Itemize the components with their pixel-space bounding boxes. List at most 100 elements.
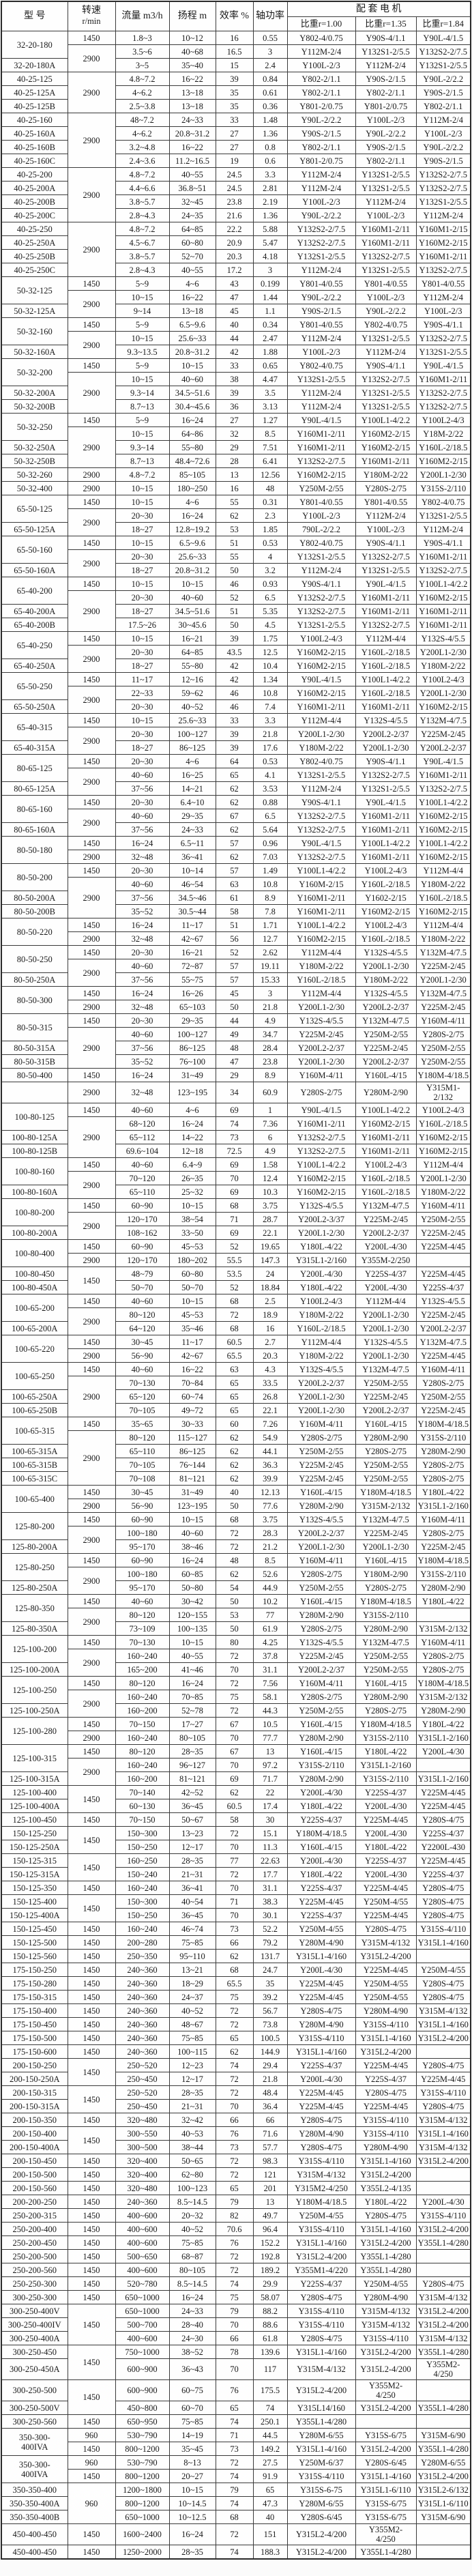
cell: 30~45.6 [168,618,216,632]
cell: Y160M1-2/11 [286,699,356,714]
cell: 31.1 [252,1881,288,1895]
cell: Y315L1-4/160 [415,2126,471,2141]
cell: 2900 [67,590,116,632]
cell: 400~600 [115,2222,170,2236]
cell: 1450 [67,672,116,686]
cell: 200-150-250A [1,2072,68,2086]
cell: 175-150-600 [1,2044,68,2059]
cell: 30.1 [252,1908,288,1922]
table-row: 125-100-250 1450 80~120 16~24 72 7.56 Y160M-4/… [1,1676,471,1704]
cell: 10~15 [115,577,170,591]
cell: 123~195 [168,1082,216,1103]
cell: Y132M-4/7.5 [355,1198,417,1213]
cell: 3 [252,263,288,277]
cell: 17.2 [215,263,254,277]
cell: 1450 [67,1935,116,1950]
cell: 2900 [67,508,116,536]
cell: Y90S-2/1.5 [415,154,471,168]
cell: Y132S1-2/5.5 [355,781,417,796]
cell: 2900 [67,686,116,714]
cell: Y160M1-2/11 [286,1116,356,1131]
cell: 47.3 [252,2496,288,2510]
cell: Y160M2-2/15 [286,1185,356,1199]
cell: Y160M-4/11 [286,1068,356,1082]
cell: Y132S2-2/7.5 [355,549,417,564]
cell: Y112M-2/4 [415,113,471,127]
cell: 48 [215,1041,254,1055]
cell: 100-80-125B [1,1144,68,1158]
cell: 1450 [67,918,116,932]
cell: Y802-2/1.1 [415,99,471,113]
cell: Y160M1-2/11 [415,549,471,564]
table-row: 2900 22~33 59~62 46 10.8 Y160M2-2/15 Y160L-2/1… [1,686,471,714]
cell: Y100L-2/3 [415,304,471,318]
cell: 100-65-200 [1,1294,68,1322]
cell: Y160M1-2/11 [355,590,417,605]
cell: Y180M-4/18.5 [355,1594,417,1608]
cell: 65-40-315A [1,740,68,755]
cell: Y315M-4/132 [355,2317,417,2332]
cell: 81~121 [168,1771,216,1786]
cell: 75~85 [168,1935,216,1950]
cell: 73~109 [115,1621,170,1636]
cell: Y355L1-4/280 [286,2414,356,2429]
cell: Y160L-4/15 [355,1417,417,1431]
cell: 2900 [67,850,116,864]
cell: 33.5 [252,1376,288,1390]
table-row: 40-25-125B 2.5~3.8 13~18 35 0.36 Y801-2/0.75 Y… [1,99,471,113]
cell: Y200L1-2/30 [286,1539,356,1554]
cell: Y160M1-2/11 [286,891,356,905]
cell: 240~360 [115,1976,170,1991]
cell: 65 [215,2181,254,2195]
cell: 1450 [67,31,116,45]
cell: 65 [252,2483,288,2497]
cell: 2900 [67,1307,116,1335]
cell: 1450 [67,2469,116,2483]
table-row: 2900 160~240 40~55 72 37.8 Y225M-2/45 Y250M-2/… [1,1649,471,1677]
cell: Y180M-2/22 [415,659,471,673]
cell: Y100L-2/3 [355,522,417,536]
cell: Y315S-4/110 [286,2317,356,2332]
cell: Y90S-2/1.5 [286,304,356,318]
cell: Y132S2-2/7.5 [286,454,356,468]
cell: Y160M1-2/11 [355,1130,417,1144]
cell: 70 [215,1731,254,1745]
cell: Y132S-4/5.5 [415,631,471,646]
cell: 44.9 [252,1580,288,1595]
cell: Y250M-2/55 [286,1580,356,1595]
cell: Y280S-2/75 [415,1662,471,1677]
cell: Y280S-2/75 [286,1690,356,1704]
cell: 1450 [67,2345,116,2380]
pump-table-body: 32-20-180 1450 1.8~3 10~12 16 0.55 Y802-4/0.75… [1,31,471,2560]
cell: 45~53 [168,1307,216,1322]
cell: Y100L1-4/2.2 [415,836,471,850]
cell: 80-50-400 [1,1068,68,1082]
cell: 38~44 [168,2140,216,2154]
table-row: 50-32-125A 9~14 13~18 45 1.1 Y90S-2/1.5 Y90L-2… [1,304,471,318]
cell: 100~123 [168,2181,216,2195]
cell: Y132S2-2/7.5 [286,1144,356,1158]
table-row: 125-80-350A 73~109 100~135 50 61.9 Y280S-2/75… [1,1621,471,1636]
cell: Y355L1-4/280 [355,2545,417,2560]
cell: 85~105 [168,467,216,482]
cell: 149.2 [252,2442,288,2456]
cell: Y160M1-2/11 [355,454,417,468]
cell: 1450 [67,276,116,291]
cell: 300-250-450A [1,2358,68,2380]
cell: 2900 [67,222,116,277]
cell: Y160M1-2/11 [286,904,356,918]
cell: Y200L2-2/37 [355,1403,417,1417]
table-row: 150-125-450 1450 160~240 46~74 73 52.2 Y250M-4… [1,1922,471,1936]
cell: Y132S2-2/7.5 [286,235,356,250]
cell: Y90L-4/1.5 [286,836,356,850]
cell: 100-65-315C [1,1471,68,1486]
table-row: 2900 80~120 45~53 72 18.9 Y180M-2/22 Y200L1-2/… [1,1307,471,1335]
cell: 4.8~7.2 [115,72,170,86]
cell: 1450 [67,1744,116,1759]
cell: 40-25-125A [1,85,68,100]
cell: 68~120 [115,1116,170,1131]
cell: 520~780 [115,2276,170,2291]
cell: 65~120 [115,1389,170,1404]
table-row: 300-250-450A 600~900 36~43 70 117 Y315M-4/132… [1,2358,471,2380]
table-row: 350-350-400A 800~1200 10~14.5 74 47.3 Y280M-6… [1,2496,471,2510]
